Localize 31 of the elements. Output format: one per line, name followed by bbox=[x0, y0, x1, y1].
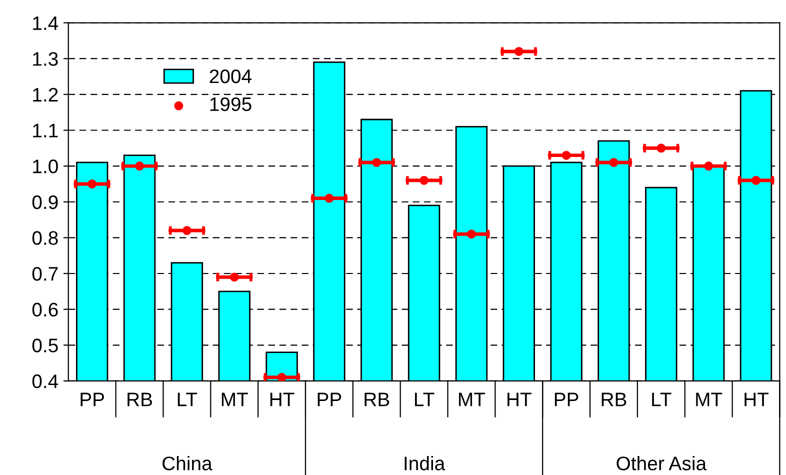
y-tick-label: 0.7 bbox=[32, 266, 58, 281]
x-tick-label: HT bbox=[744, 392, 769, 406]
x-tick-label: PP bbox=[554, 392, 578, 406]
x-tick-label: LT bbox=[415, 392, 434, 406]
y-tick-label: 0.8 bbox=[32, 231, 58, 245]
x-tick-label: MT bbox=[222, 392, 248, 406]
x-tick-label: MT bbox=[459, 392, 486, 406]
x-tick-label: LT bbox=[178, 392, 198, 406]
text: China bbox=[162, 456, 212, 470]
x-tick-label: RB bbox=[602, 392, 626, 406]
y-tick-label: 1.4 bbox=[33, 16, 58, 30]
y-tick-label: 0.4 bbox=[32, 374, 58, 388]
x-tick-label: MT bbox=[696, 392, 722, 406]
x-tick-label: PP bbox=[318, 392, 342, 406]
y-tick-label: 0.9 bbox=[32, 195, 58, 210]
text: India bbox=[404, 456, 446, 470]
y-tick-label: 1.1 bbox=[33, 124, 58, 138]
y-tick-label: 0.6 bbox=[32, 302, 58, 317]
x-tick-label: LT bbox=[652, 392, 672, 406]
legend-label: 1995 bbox=[210, 97, 252, 112]
y-tick-label: 1.2 bbox=[33, 88, 58, 102]
x-tick-label: PP bbox=[80, 392, 104, 406]
y-tick-label: 1.3 bbox=[33, 52, 58, 66]
x-tick-label: RB bbox=[128, 392, 152, 406]
x-tick-label: RB bbox=[364, 392, 390, 406]
y-tick-label: 0.5 bbox=[32, 338, 58, 352]
legend-label: 2004 bbox=[210, 69, 252, 84]
text: Other Asia bbox=[616, 456, 707, 470]
y-tick-label: 1.0 bbox=[33, 160, 58, 174]
x-tick-label: HT bbox=[508, 392, 532, 406]
x-tick-label: HT bbox=[270, 392, 294, 406]
